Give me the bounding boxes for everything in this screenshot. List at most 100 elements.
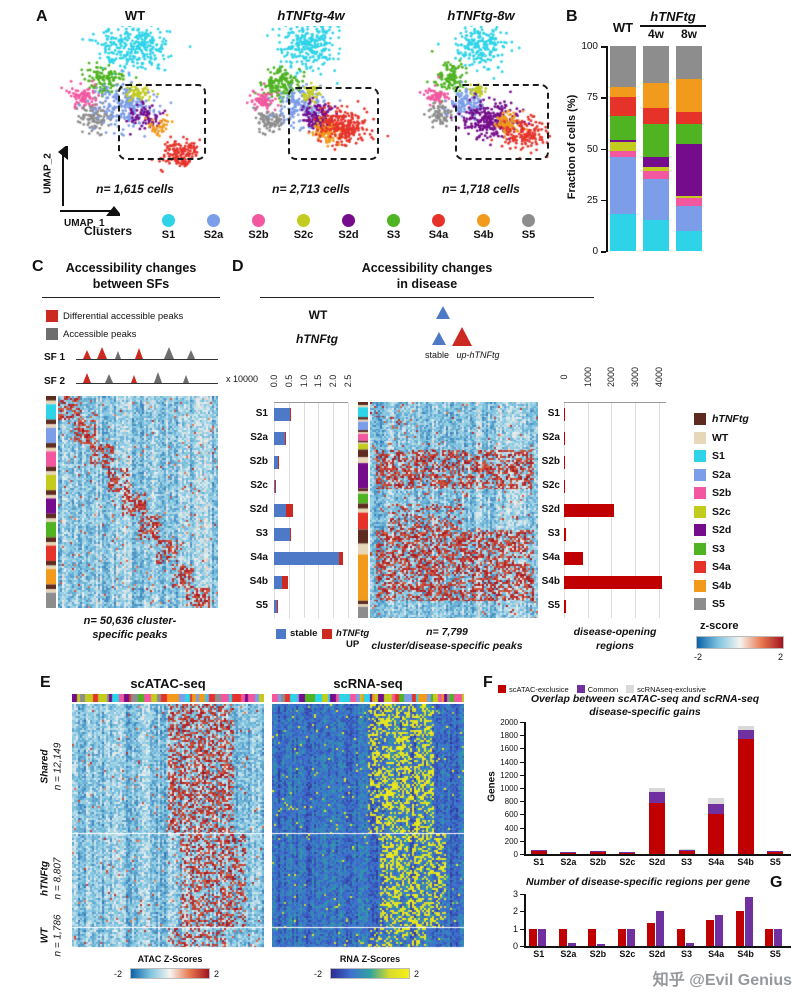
scatac-top-annotation — [72, 694, 264, 702]
cluster-peaks-heatmap — [58, 396, 218, 608]
bar-segment-S3 — [643, 123, 669, 157]
c-legend-item: Differential accessible peaks — [46, 310, 183, 322]
x-tick-label: 0 — [559, 374, 569, 380]
hbar-S2a — [564, 432, 565, 445]
up-legend-item: hTNFtg UP — [322, 628, 369, 650]
legend-swatch — [498, 685, 506, 693]
bar-segment-S4a — [676, 111, 702, 124]
y-tick-label: 50 — [586, 143, 598, 155]
legend-swatch — [694, 524, 706, 537]
row-label: S2d — [249, 504, 268, 515]
legend-swatch — [694, 431, 706, 444]
group-name: WT — [39, 927, 51, 944]
bar-segment-S3 — [676, 123, 702, 145]
caption-line2: specific peaks — [92, 629, 168, 642]
cluster-legend-label: S2a — [203, 229, 224, 241]
peak-accessible-triangle-icon — [104, 374, 113, 383]
hbar-up — [286, 504, 293, 517]
bar-segment-S2a — [610, 156, 636, 215]
up-triangle-htnftg-icon — [452, 327, 472, 346]
y-tick-mark — [520, 722, 524, 723]
f-legend-item: scATAC-exclusice — [498, 685, 569, 694]
y-tick-label: 0 — [512, 941, 518, 951]
panel-g-label: G — [770, 874, 783, 891]
stacked-bar-4w — [643, 46, 669, 251]
y-tick-label: 3 — [512, 889, 518, 899]
cluster-color-dot — [162, 214, 175, 227]
bar-segment — [708, 803, 725, 815]
bar-segment — [589, 850, 606, 852]
legend-label: scRNAseq-exclusive — [637, 684, 706, 694]
bar-segment — [589, 851, 606, 853]
row-label: S1 — [547, 408, 560, 419]
stacked-bar-S5 — [767, 850, 784, 854]
row-label: S2b — [541, 456, 560, 467]
y-tick-label: 0 — [592, 246, 598, 257]
hbar-stable — [274, 504, 287, 517]
bar-segment-S1 — [643, 220, 669, 251]
x-tick-label: 1.5 — [313, 374, 324, 388]
anno-legend-item: S4a — [694, 558, 749, 577]
peak-differential-triangle-icon — [82, 373, 91, 383]
stacked-bar-S2a — [560, 852, 577, 854]
overlap-bars — [524, 722, 790, 854]
atac-scale-min: -2 — [114, 969, 123, 979]
up-htnftg-label: up-hTNFtg — [456, 350, 500, 360]
x-category-label: S1 — [533, 949, 545, 959]
panel-c-title-line1: Accessibility changes — [65, 261, 197, 275]
peak-accessible-triangle-icon — [115, 351, 121, 359]
panel-c-caption: n= 50,636 cluster- specific peaks — [40, 614, 220, 643]
bar-segment — [678, 849, 695, 851]
x-tick-label: 2.5 — [343, 374, 353, 388]
legend-swatch — [694, 450, 706, 463]
peak-accessible-triangle-icon — [182, 375, 189, 383]
umap1-axis-arrow-icon — [60, 206, 120, 216]
hbar-stable — [274, 480, 276, 493]
legend-label: S2a — [712, 468, 731, 481]
panel-f-legend: scATAC-exclusice Common scRNAseq-exclusive — [498, 680, 714, 698]
row-label: S1 — [255, 408, 268, 419]
stacked-bar-S2c — [619, 852, 636, 854]
y-tick-label: 600 — [504, 810, 518, 820]
gridline — [303, 403, 305, 618]
y-tick-label: 75 — [586, 92, 598, 104]
bar-segment-S2c — [676, 195, 702, 198]
hbar-S1 — [564, 408, 566, 421]
f-legend-item: scRNAseq-exclusive — [626, 685, 706, 694]
legend-label: S4b — [712, 579, 732, 592]
y-tick-label: 1 — [512, 923, 518, 934]
legend-swatch — [694, 598, 706, 611]
bar-segment-S2d — [643, 156, 669, 167]
x-category-label: S1 — [533, 857, 545, 867]
bar-segment — [589, 852, 606, 854]
bar-segment-S2b — [610, 150, 636, 157]
y-tick-label: 25 — [586, 194, 598, 206]
bar-segment-S2d — [676, 144, 702, 196]
y-tick-label: 1800 — [500, 731, 518, 741]
hbar-up — [290, 408, 291, 421]
bar-segment — [767, 851, 784, 853]
hbar-stable — [274, 432, 286, 445]
y-tick-label: 1400 — [500, 757, 518, 767]
bar-scatac — [529, 928, 537, 946]
cluster-color-dot — [297, 214, 310, 227]
hbar-S4b — [274, 576, 288, 589]
sf1-label: SF 1 — [44, 352, 66, 363]
hbar-stable — [274, 408, 291, 421]
stacked-bar-S2b — [589, 850, 606, 854]
hbar-S1 — [274, 408, 291, 421]
sf1-track — [76, 344, 218, 360]
column-header-htnftg: hTNFtg — [640, 9, 706, 27]
y-tick-mark — [520, 946, 524, 947]
gridline — [348, 403, 349, 618]
stable-triangle-htnftg-icon — [432, 332, 446, 345]
gridline — [635, 403, 637, 618]
bar-segment — [619, 852, 636, 854]
anno-legend-item: WT — [694, 429, 749, 448]
genes-y-axis: 0 200 400 600 800 1000 1200 1400 1600 1800 2000 — [494, 718, 524, 859]
hbar-S3 — [564, 528, 567, 541]
bar-segment-S1 — [610, 214, 636, 251]
legend-swatch — [694, 487, 706, 500]
stacked-bars — [610, 46, 702, 251]
